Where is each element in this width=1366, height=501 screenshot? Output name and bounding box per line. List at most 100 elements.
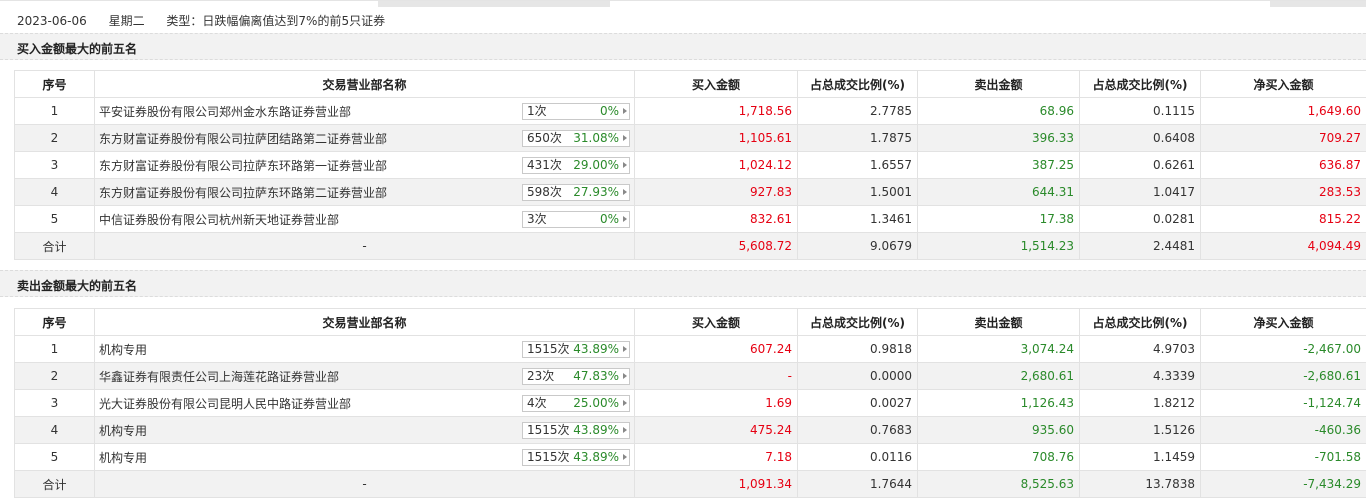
total-buy-cell: 5,608.72 — [634, 232, 798, 260]
listing-count-badge[interactable]: 598次 27.93% — [522, 184, 630, 201]
sell-section-title-text: 卖出金额最大的前五名 — [17, 279, 138, 293]
total-label-cell: 合计 — [14, 470, 95, 498]
branch-name-link[interactable]: 中信证券股份有限公司杭州新天地证券营业部 — [99, 213, 340, 227]
branch-name-link[interactable]: 机构专用 — [99, 451, 148, 465]
buy-ratio-cell: 1.7875 — [797, 124, 918, 152]
listing-count-badge[interactable]: 1次 0% — [522, 103, 630, 120]
col-header-net-buy: 净买入金额 — [1200, 70, 1366, 98]
table-header-row: 序号 交易营业部名称 买入金额 占总成交比例(%) 卖出金额 占总成交比例(%)… — [14, 70, 1366, 98]
caret-right-icon — [623, 427, 627, 433]
listing-count-badge[interactable]: 3次 0% — [522, 211, 630, 228]
table-header-row: 序号 交易营业部名称 买入金额 占总成交比例(%) 卖出金额 占总成交比例(%)… — [14, 308, 1366, 336]
listing-count-badge[interactable]: 650次 31.08% — [522, 130, 630, 147]
buy-ratio-cell: 2.7785 — [797, 97, 918, 125]
branch-cell[interactable]: 机构专用 1515次 43.89% — [94, 443, 635, 471]
rank-cell: 3 — [14, 151, 95, 179]
branch-name-link[interactable]: 东方财富证券股份有限公司拉萨东环路第一证券营业部 — [99, 159, 388, 173]
listing-count: 1次 — [527, 104, 547, 118]
listing-count: 1515次 — [527, 342, 570, 356]
branch-name-link[interactable]: 华鑫证券有限责任公司上海莲花路证券营业部 — [99, 370, 340, 384]
win-rate: 0% — [599, 212, 619, 226]
table-row: 2 华鑫证券有限责任公司上海莲花路证券营业部 23次 47.83% -0.0000 2,6… — [14, 362, 1366, 390]
sell-ratio-cell: 4.3339 — [1079, 362, 1201, 390]
table-row: 4 东方财富证券股份有限公司拉萨东环路第二证券营业部 598次 27.93% 927.8… — [14, 178, 1366, 206]
sell-ratio-cell: 1.8212 — [1079, 389, 1201, 417]
caret-right-icon — [623, 135, 627, 141]
branch-cell[interactable]: 东方财富证券股份有限公司拉萨东环路第一证券营业部 431次 29.00% — [94, 151, 635, 179]
col-header-buy-amount: 买入金额 — [634, 308, 798, 336]
table-row: 1 机构专用 1515次 43.89% 607.24 0.9818 3,074.24 4.97… — [14, 335, 1366, 363]
total-net-cell: -7,434.29 — [1200, 470, 1366, 498]
col-header-net-buy: 净买入金额 — [1200, 308, 1366, 336]
caret-right-icon — [623, 346, 627, 352]
buy-amount-cell: 832.61 — [634, 205, 798, 233]
net-buy-cell: 1,649.60 — [1200, 97, 1366, 125]
branch-cell[interactable]: 华鑫证券有限责任公司上海莲花路证券营业部 23次 47.83% — [94, 362, 635, 390]
branch-name-link[interactable]: 平安证券股份有限公司郑州金水东路证券营业部 — [99, 105, 352, 119]
total-sell-cell: 8,525.63 — [917, 470, 1080, 498]
listing-count-badge[interactable]: 431次 29.00% — [522, 157, 630, 174]
listing-count: 598次 — [527, 185, 562, 199]
branch-cell[interactable]: 机构专用 1515次 43.89% — [94, 335, 635, 363]
rank-cell: 2 — [14, 362, 95, 390]
branch-cell[interactable]: 机构专用 1515次 43.89% — [94, 416, 635, 444]
branch-name-link[interactable]: 光大证券股份有限公司昆明人民中路证券营业部 — [99, 397, 352, 411]
listing-count: 650次 — [527, 131, 562, 145]
net-buy-cell: -2,467.00 — [1200, 335, 1366, 363]
buy-ratio-cell: 0.0000 — [797, 362, 918, 390]
listing-count-badge[interactable]: 1515次 43.89% — [522, 422, 630, 439]
buy-amount-cell: 1,024.12 — [634, 151, 798, 179]
branch-name-link[interactable]: 机构专用 — [99, 343, 148, 357]
net-buy-cell: 636.87 — [1200, 151, 1366, 179]
buy-amount-cell: 1.69 — [634, 389, 798, 417]
branch-cell[interactable]: 中信证券股份有限公司杭州新天地证券营业部 3次 0% — [94, 205, 635, 233]
rank-cell: 4 — [14, 416, 95, 444]
trade-weekday: 星期二 — [108, 14, 145, 28]
trade-type: 类型：日跌幅偏离值达到7%的前5只证券 — [166, 14, 386, 28]
col-header-buy-ratio: 占总成交比例(%) — [797, 308, 918, 336]
listing-count-badge[interactable]: 1515次 43.89% — [522, 449, 630, 466]
table-row: 3 东方财富证券股份有限公司拉萨东环路第一证券营业部 431次 29.00% 1,024… — [14, 151, 1366, 179]
buy-amount-cell: 1,718.56 — [634, 97, 798, 125]
listing-count: 4次 — [527, 396, 547, 410]
buy-amount-cell: 475.24 — [634, 416, 798, 444]
sell-ratio-cell: 0.6408 — [1079, 124, 1201, 152]
caret-right-icon — [623, 373, 627, 379]
branch-cell[interactable]: 光大证券股份有限公司昆明人民中路证券营业部 4次 25.00% — [94, 389, 635, 417]
buy-section-title: 买入金额最大的前五名 — [0, 33, 1366, 60]
net-buy-cell: 709.27 — [1200, 124, 1366, 152]
caret-right-icon — [623, 454, 627, 460]
sell-section-title: 卖出金额最大的前五名 — [0, 270, 1366, 297]
sell-ratio-cell: 0.6261 — [1079, 151, 1201, 179]
buy-amount-cell: - — [634, 362, 798, 390]
listing-count-badge[interactable]: 23次 47.83% — [522, 368, 630, 385]
tab-strip-segment — [378, 1, 610, 7]
buy-ratio-cell: 0.0027 — [797, 389, 918, 417]
total-sell-cell: 1,514.23 — [917, 232, 1080, 260]
buy-ratio-cell: 0.9818 — [797, 335, 918, 363]
caret-right-icon — [623, 108, 627, 114]
table-row: 2 东方财富证券股份有限公司拉萨团结路第二证券营业部 650次 31.08% 1,105… — [14, 124, 1366, 152]
buy-top5-table: 序号 交易营业部名称 买入金额 占总成交比例(%) 卖出金额 占总成交比例(%)… — [14, 70, 1366, 260]
win-rate: 27.93% — [573, 185, 619, 199]
net-buy-cell: -701.58 — [1200, 443, 1366, 471]
sell-ratio-cell: 1.0417 — [1079, 178, 1201, 206]
buy-ratio-cell: 0.7683 — [797, 416, 918, 444]
branch-cell[interactable]: 东方财富证券股份有限公司拉萨东环路第二证券营业部 598次 27.93% — [94, 178, 635, 206]
caret-right-icon — [623, 216, 627, 222]
buy-amount-cell: 1,105.61 — [634, 124, 798, 152]
listing-count: 431次 — [527, 158, 562, 172]
col-header-sell-ratio: 占总成交比例(%) — [1079, 308, 1201, 336]
branch-name-link[interactable]: 东方财富证券股份有限公司拉萨团结路第二证券营业部 — [99, 132, 388, 146]
branch-cell[interactable]: 东方财富证券股份有限公司拉萨团结路第二证券营业部 650次 31.08% — [94, 124, 635, 152]
listing-count-badge[interactable]: 1515次 43.89% — [522, 341, 630, 358]
total-buy-cell: 1,091.34 — [634, 470, 798, 498]
branch-cell[interactable]: 平安证券股份有限公司郑州金水东路证券营业部 1次 0% — [94, 97, 635, 125]
win-rate: 25.00% — [573, 396, 619, 410]
listing-count-badge[interactable]: 4次 25.00% — [522, 395, 630, 412]
sell-amount-cell: 17.38 — [917, 205, 1080, 233]
rank-cell: 5 — [14, 205, 95, 233]
branch-name-link[interactable]: 东方财富证券股份有限公司拉萨东环路第二证券营业部 — [99, 186, 388, 200]
branch-name-link[interactable]: 机构专用 — [99, 424, 148, 438]
rank-cell: 5 — [14, 443, 95, 471]
